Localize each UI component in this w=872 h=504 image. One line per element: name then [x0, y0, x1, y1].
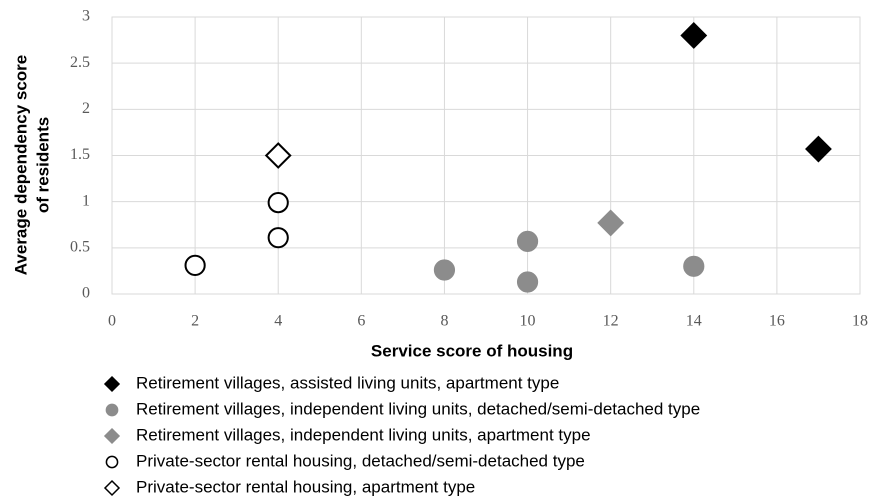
- legend-marker: [103, 375, 121, 393]
- point: [184, 254, 206, 276]
- y-tick-label: 0: [82, 285, 90, 302]
- y-tick-label: 3: [82, 8, 90, 25]
- x-tick-label: 16: [769, 313, 785, 330]
- y-axis-title: of residents: [33, 117, 52, 213]
- x-tick-label: 2: [191, 313, 199, 330]
- point: [805, 135, 832, 163]
- x-tick-label: 4: [274, 313, 282, 330]
- legend-label: Retirement villages, independent living …: [136, 399, 700, 418]
- x-tick-label: 8: [440, 313, 448, 330]
- point: [433, 259, 456, 281]
- point: [516, 271, 539, 293]
- point: [680, 22, 708, 49]
- point: [597, 209, 625, 237]
- legend-label: Private-sector rental housing, apartment…: [136, 477, 475, 496]
- y-tick-label: 2.5: [70, 54, 90, 71]
- point: [267, 227, 289, 249]
- y-tick-label: 1: [82, 192, 90, 209]
- x-tick-label: 6: [357, 313, 365, 330]
- legend-label: Private-sector rental housing, detached/…: [136, 451, 585, 470]
- x-tick-label: 14: [686, 313, 702, 330]
- x-tick-label: 12: [603, 313, 619, 330]
- y-tick-label: 2: [82, 100, 90, 117]
- legend-label: Retirement villages, independent living …: [136, 425, 591, 444]
- x-tick-label: 10: [520, 313, 536, 330]
- y-tick-label: 0.5: [70, 239, 90, 256]
- legend-marker: [103, 427, 121, 445]
- x-tick-label: 18: [852, 313, 868, 330]
- legend-marker: [105, 455, 119, 469]
- y-tick-label: 1.5: [70, 146, 90, 163]
- legend-marker: [103, 479, 121, 497]
- legend-marker: [105, 403, 119, 417]
- point: [264, 142, 292, 169]
- x-tick-label: 0: [108, 313, 116, 330]
- point: [267, 191, 289, 214]
- legend-label: Retirement villages, assisted living uni…: [136, 373, 559, 392]
- x-axis-title: Service score of housing: [371, 341, 573, 360]
- point: [683, 255, 705, 277]
- point: [516, 230, 539, 252]
- y-axis-title: Average dependency score: [11, 55, 30, 275]
